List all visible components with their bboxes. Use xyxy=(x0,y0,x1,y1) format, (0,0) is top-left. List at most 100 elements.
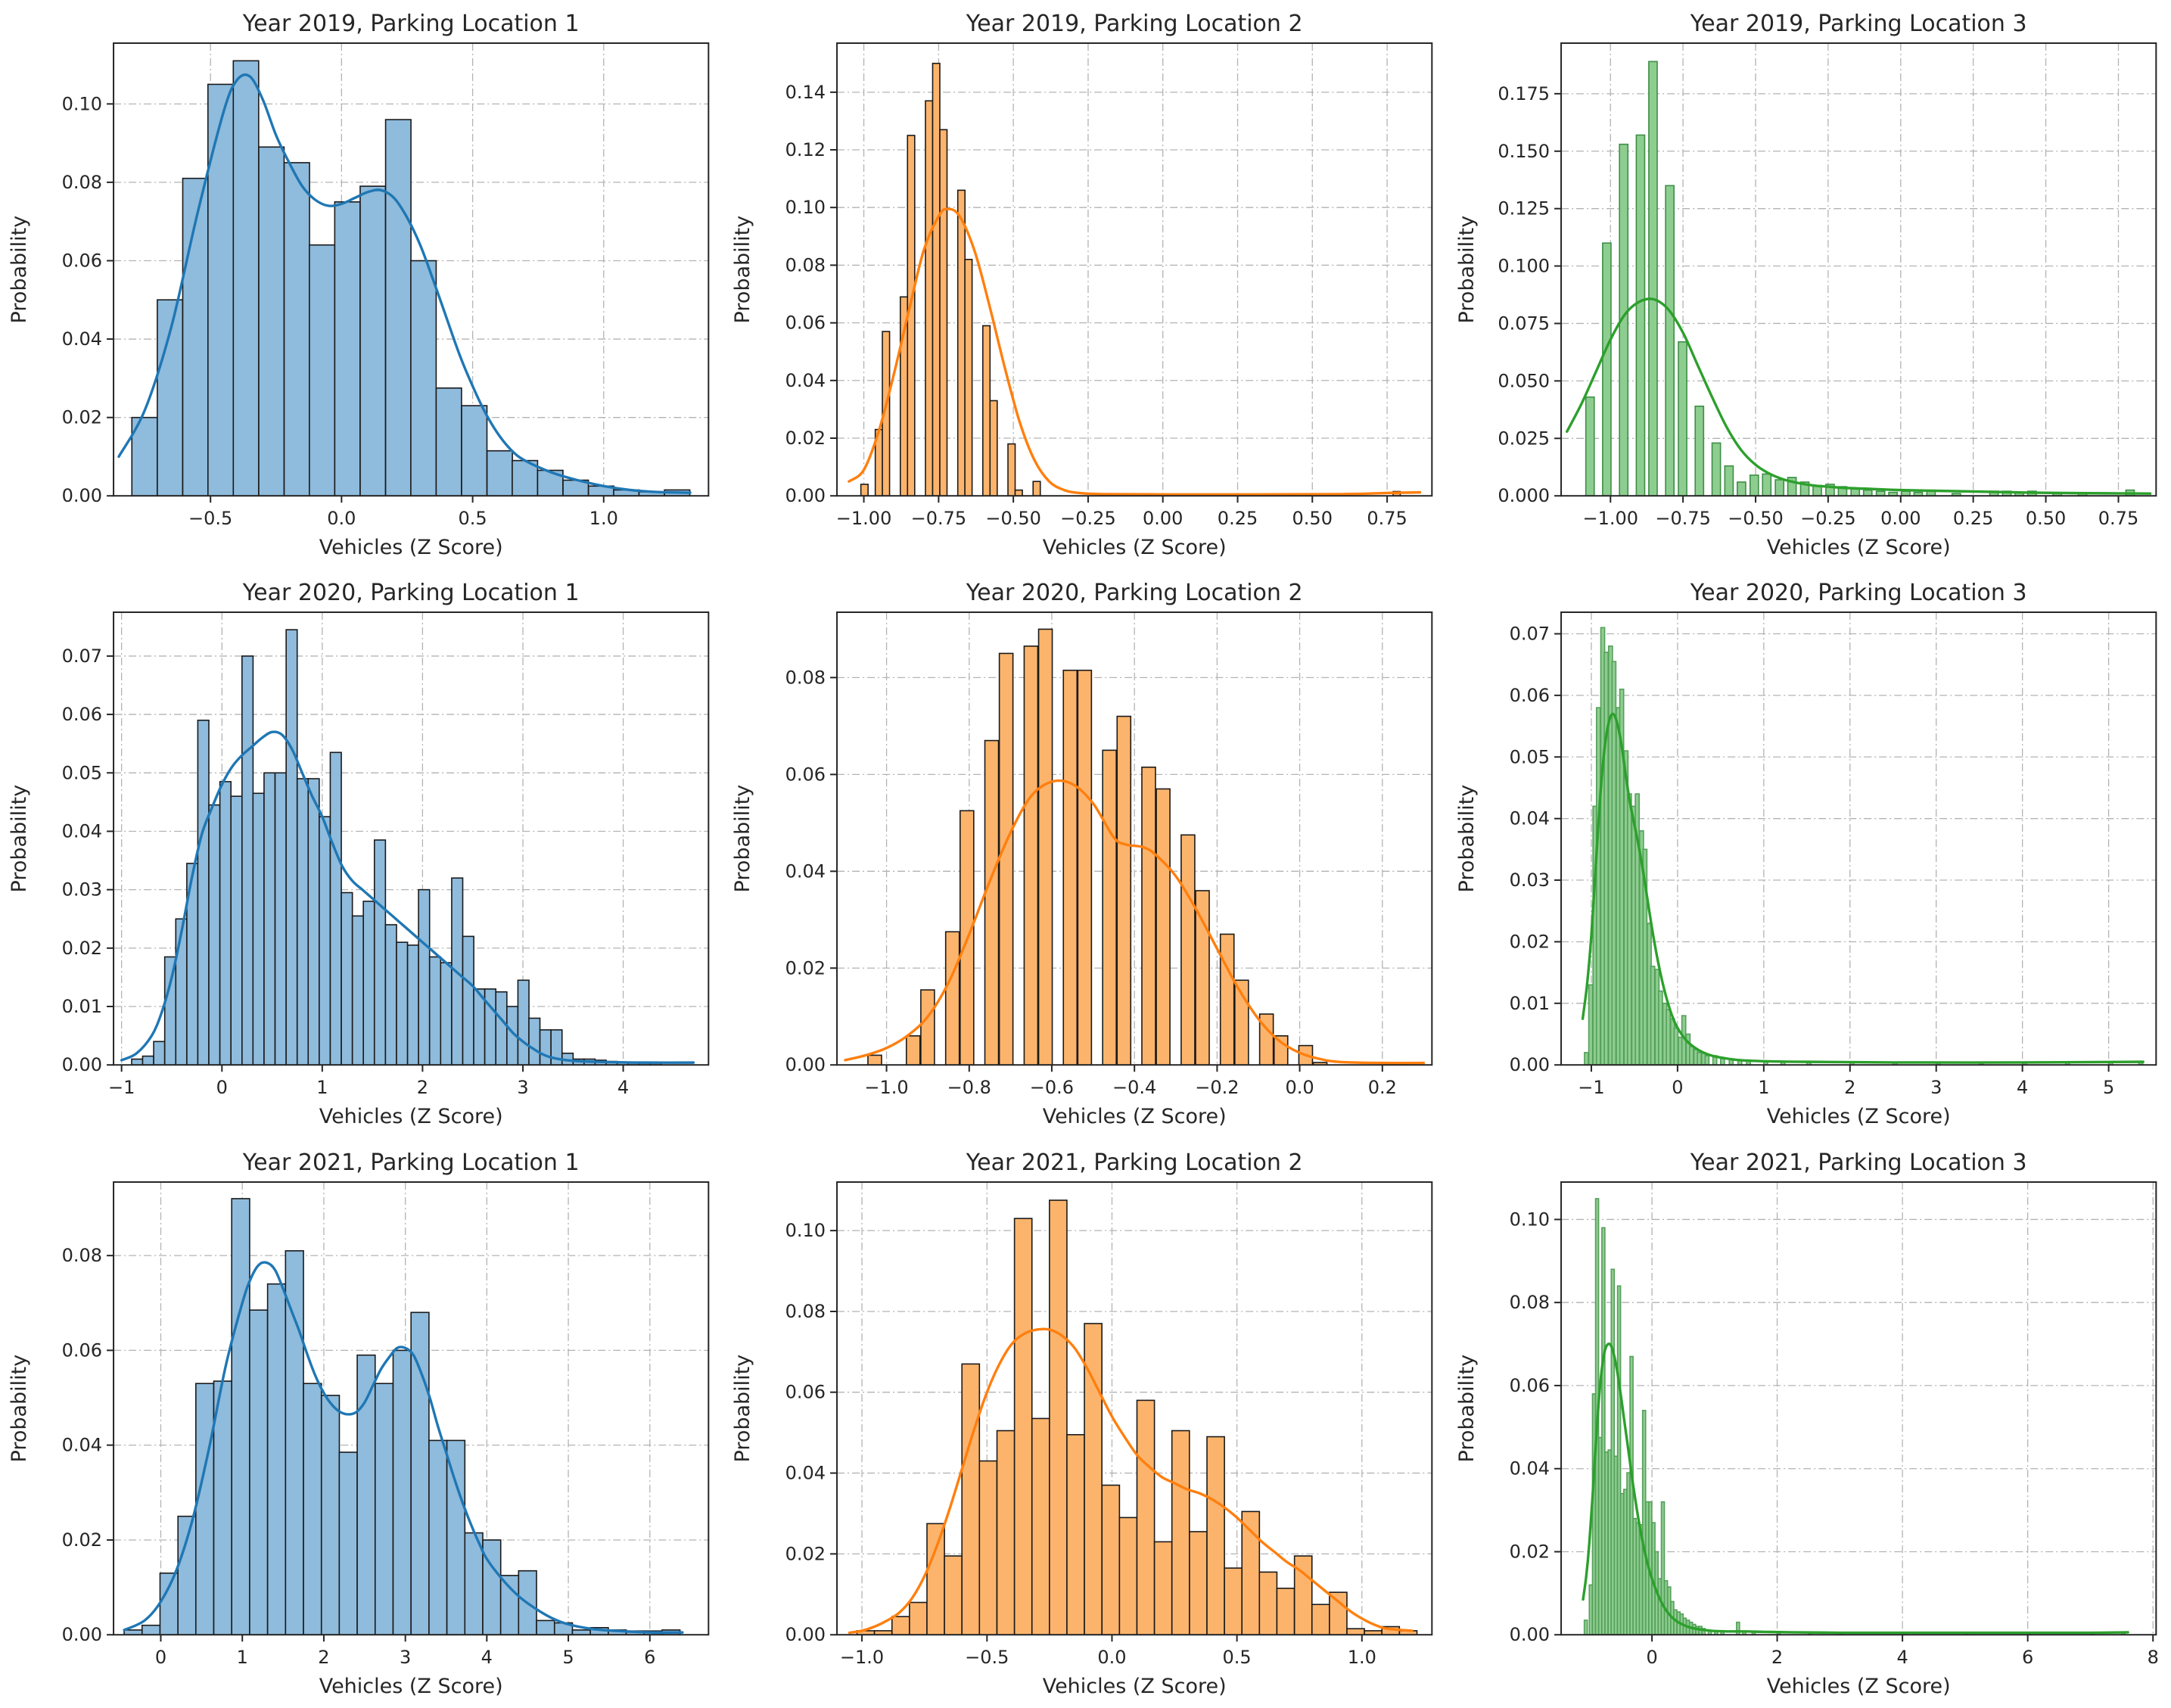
histogram-bar xyxy=(197,720,210,1066)
histogram-bar xyxy=(1171,1430,1190,1635)
y-tick-label: 0.06 xyxy=(62,704,102,725)
x-tick-label: 1 xyxy=(316,1077,328,1098)
kde-curve xyxy=(1582,1342,2129,1634)
y-axis-label: Probability xyxy=(1455,1354,1479,1462)
subplot-2019-location3: −1.00 −0.75 −0.50 −0.25 0.00 0.25 0.50 0.75 0.00… xyxy=(1447,0,2171,570)
histogram-bar xyxy=(1118,1517,1138,1635)
tick-labels: −1.00 −0.75 −0.50 −0.25 0.00 0.25 0.50 0.75 0.00… xyxy=(1498,83,2138,529)
histogram-bar xyxy=(1023,646,1039,1066)
histogram-bar xyxy=(1014,1217,1033,1635)
x-tick-label: 2 xyxy=(1844,1077,1855,1098)
histogram-bar xyxy=(303,1382,322,1635)
histogram-bar xyxy=(1887,491,1898,496)
x-tick-label: −1.0 xyxy=(865,1077,909,1098)
histogram-bar xyxy=(1951,493,1961,496)
axis-ticks xyxy=(1554,1218,2154,1641)
histogram-bar xyxy=(499,1574,520,1635)
y-tick-label: 0.00 xyxy=(1509,1624,1549,1645)
axes-spines xyxy=(113,1181,710,1635)
histogram-bar xyxy=(435,387,462,496)
tick-labels: −1 0 1 2 3 4 0.00 0.01 0.02 0.03 0.04 0.05 0.06 0.07 xyxy=(62,646,630,1098)
y-tick-label: 0.125 xyxy=(1498,198,1550,219)
y-tick-label: 0.04 xyxy=(785,861,826,882)
y-axis-label: Probability xyxy=(8,785,31,893)
y-tick-label: 0.050 xyxy=(1498,370,1550,391)
y-tick-label: 0.10 xyxy=(785,1220,826,1241)
histogram-bar xyxy=(219,781,232,1066)
histogram-bar xyxy=(1626,793,1632,1066)
y-axis-label: Probability xyxy=(731,1354,754,1462)
histogram-bar xyxy=(999,652,1014,1066)
histogram-bar xyxy=(283,162,310,496)
x-axis-label: Vehicles (Z Score) xyxy=(319,536,503,559)
histogram-bar xyxy=(1787,477,1797,496)
y-axis-label: Probability xyxy=(731,216,754,324)
histogram-bar xyxy=(351,915,365,1066)
y-tick-label: 0.02 xyxy=(62,407,102,428)
kde-curve xyxy=(117,73,692,494)
y-tick-label: 0.12 xyxy=(785,139,826,160)
subplot-2021-location3: 0 2 4 6 8 0.00 0.02 0.04 0.06 0.08 0.10 Year 2021, … xyxy=(1447,1138,2171,1708)
x-tick-label: −0.50 xyxy=(986,508,1042,529)
x-tick-label: 0.0 xyxy=(327,508,356,529)
y-axis-label: Probability xyxy=(1455,785,1479,893)
histogram-bar xyxy=(319,816,331,1066)
y-tick-label: 0.08 xyxy=(62,1245,102,1266)
subplot-2021-location2: −1.0 −0.5 0.0 0.5 1.0 0.00 0.02 0.04 0.06 0.08 0.1… xyxy=(723,1138,1448,1708)
axis-ticks xyxy=(830,91,1389,503)
histogram-bar xyxy=(550,1029,563,1066)
y-tick-label: 0.000 xyxy=(1498,485,1550,506)
histogram-bar xyxy=(1015,489,1024,496)
x-tick-label: 3 xyxy=(400,1647,411,1668)
kde-curve xyxy=(844,779,1426,1065)
x-tick-label: 0.00 xyxy=(1143,508,1183,529)
histogram-bar xyxy=(1628,1355,1634,1635)
x-axis-label: Vehicles (Z Score) xyxy=(1043,1105,1227,1128)
histogram-bar xyxy=(396,941,409,1066)
kde-curve xyxy=(848,207,1422,496)
x-tick-label: 0 xyxy=(155,1647,166,1668)
x-tick-label: 1.0 xyxy=(1348,1647,1376,1668)
x-axis-label: Vehicles (Z Score) xyxy=(319,1675,503,1698)
axis-ticks xyxy=(830,1229,1364,1641)
histogram-bar xyxy=(1141,767,1157,1066)
y-tick-label: 0.08 xyxy=(785,1300,826,1321)
x-axis-label: Vehicles (Z Score) xyxy=(1043,1675,1227,1698)
histogram-bar xyxy=(1066,1433,1086,1635)
x-tick-label: 0 xyxy=(1672,1077,1683,1098)
y-tick-label: 0.04 xyxy=(1509,1458,1549,1479)
y-tick-label: 0.03 xyxy=(1509,870,1549,891)
x-tick-label: −0.5 xyxy=(966,1647,1009,1668)
histogram-bar xyxy=(1583,1619,1588,1635)
axes-spines xyxy=(836,42,1433,497)
histogram-bar xyxy=(274,772,287,1066)
y-tick-label: 0.04 xyxy=(62,821,102,842)
y-tick-label: 0.04 xyxy=(785,1462,826,1483)
x-tick-label: 0.2 xyxy=(1368,1077,1397,1098)
histogram-bar xyxy=(1664,185,1675,496)
histogram-bar xyxy=(1585,396,1595,496)
histogram-bar xyxy=(1329,1591,1348,1635)
x-tick-label: 2 xyxy=(1771,1647,1783,1668)
y-axis-label: Probability xyxy=(731,785,754,893)
x-tick-label: −0.25 xyxy=(1061,508,1117,529)
y-tick-label: 0.02 xyxy=(785,958,826,979)
y-tick-label: 0.06 xyxy=(785,313,826,334)
y-tick-label: 0.00 xyxy=(62,1054,102,1075)
subplot-2020-location1: −1 0 1 2 3 4 0.00 0.01 0.02 0.03 0.04 0.05 0.06 0.07 Y… xyxy=(0,569,724,1139)
histogram-bar xyxy=(906,1035,921,1066)
histogram-bar xyxy=(1206,1436,1226,1635)
x-tick-label: 2 xyxy=(318,1647,329,1668)
histogram-bar xyxy=(1180,834,1196,1066)
histogram-bar xyxy=(249,1308,269,1635)
kde-curve xyxy=(848,1327,1414,1634)
histogram-bars xyxy=(1583,627,2144,1066)
histogram-bar xyxy=(1049,1199,1068,1635)
histogram-bar xyxy=(384,924,397,1066)
histogram-bar xyxy=(177,1515,197,1635)
chart-title: Year 2020, Parking Location 1 xyxy=(242,580,580,606)
histogram-bar xyxy=(867,1054,883,1066)
chart-title: Year 2019, Parking Location 2 xyxy=(966,11,1303,37)
y-tick-label: 0.06 xyxy=(1509,1374,1549,1395)
y-tick-label: 0.10 xyxy=(1509,1209,1549,1230)
